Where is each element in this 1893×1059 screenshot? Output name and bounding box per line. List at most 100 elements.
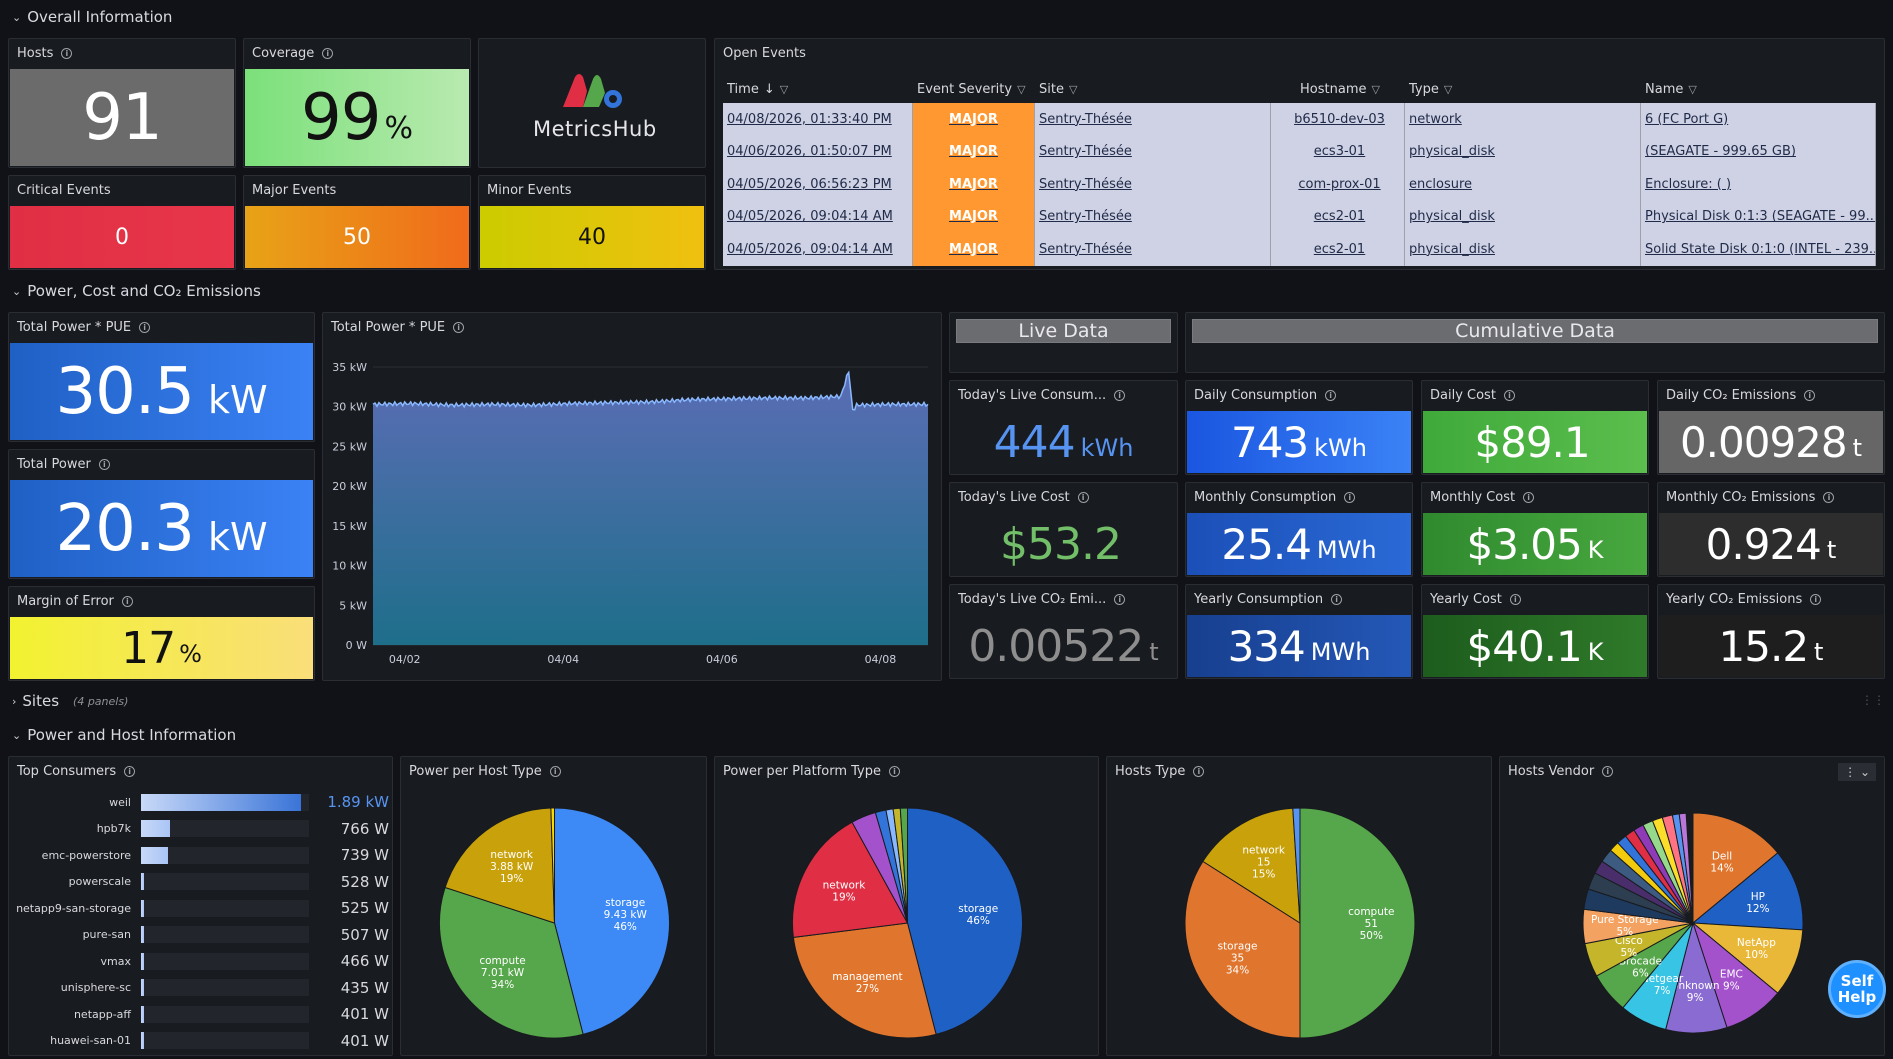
event-cell[interactable]: network: [1405, 103, 1641, 136]
consumer-row[interactable]: vmax 466 W: [9, 948, 389, 974]
row-overall-information[interactable]: ⌄ Overall Information: [12, 8, 173, 26]
event-cell[interactable]: Sentry-Thésée: [1035, 168, 1271, 201]
event-cell[interactable]: Enclosure: ( ): [1641, 168, 1876, 201]
col-site[interactable]: Site ▽: [1039, 81, 1078, 97]
event-row[interactable]: 04/06/2026, 01:50:07 PM MAJOR Sentry-Thésé…: [723, 135, 1876, 168]
major-events-value-link[interactable]: 50: [245, 206, 469, 268]
event-cell[interactable]: Solid State Disk 0:1:0 (INTEL - 239...: [1641, 233, 1876, 266]
row-power-host-information[interactable]: ⌄ Power and Host Information: [12, 726, 237, 744]
pie-slice[interactable]: [1202, 807, 1301, 924]
info-icon[interactable]: i: [1804, 390, 1816, 401]
event-cell[interactable]: com-prox-01: [1271, 168, 1405, 201]
pie-slice[interactable]: [1292, 807, 1301, 924]
info-icon[interactable]: i: [453, 322, 465, 333]
info-icon[interactable]: i: [549, 766, 561, 777]
self-help-button[interactable]: Self Help: [1828, 960, 1886, 1018]
event-cell[interactable]: physical_disk: [1405, 233, 1641, 266]
event-cell[interactable]: 04/06/2026, 01:50:07 PM: [723, 135, 913, 168]
consumer-row[interactable]: hpb7k 766 W: [9, 816, 389, 842]
filter-icon[interactable]: ▽: [1068, 82, 1078, 96]
pie-slice[interactable]: [444, 807, 556, 924]
event-cell[interactable]: ecs3-01: [1271, 135, 1405, 168]
filter-icon[interactable]: ▽: [1017, 82, 1026, 96]
event-cell[interactable]: b6510-dev-03: [1271, 103, 1405, 136]
event-cell[interactable]: physical_disk: [1405, 135, 1641, 168]
pie-slice[interactable]: [1678, 812, 1694, 924]
info-icon[interactable]: i: [139, 322, 151, 333]
consumer-row[interactable]: pure-san 507 W: [9, 922, 389, 948]
col-hostname[interactable]: Hostname ▽: [1300, 81, 1380, 97]
drag-handle-icon[interactable]: ⋮⋮: [1861, 693, 1885, 707]
event-row[interactable]: 04/08/2026, 01:33:40 PM MAJOR Sentry-Thésé…: [723, 103, 1876, 136]
event-cell[interactable]: 04/05/2026, 06:56:23 PM: [723, 168, 913, 201]
consumer-row[interactable]: powerscale 528 W: [9, 869, 389, 895]
critical-events-value-link[interactable]: 0: [10, 206, 234, 268]
info-icon[interactable]: i: [1193, 766, 1205, 777]
row-sites[interactable]: › Sites (4 panels): [12, 692, 129, 710]
info-icon[interactable]: i: [1823, 492, 1835, 503]
event-cell[interactable]: Sentry-Thésée: [1035, 233, 1271, 266]
pie-slice[interactable]: [1184, 860, 1301, 1039]
info-icon[interactable]: i: [1602, 766, 1614, 777]
col-name[interactable]: Name ▽: [1645, 81, 1697, 97]
info-icon[interactable]: i: [888, 766, 900, 777]
info-icon[interactable]: i: [1077, 492, 1089, 503]
filter-icon[interactable]: ▽: [1371, 82, 1380, 96]
pie-slice[interactable]: [907, 807, 1023, 1035]
filter-icon[interactable]: ▽: [1443, 82, 1453, 96]
pie-slice[interactable]: [792, 821, 909, 938]
pie-slice[interactable]: [792, 922, 937, 1039]
event-cell[interactable]: MAJOR: [913, 200, 1035, 233]
info-icon[interactable]: i: [124, 766, 136, 777]
info-icon[interactable]: i: [1331, 594, 1343, 605]
col-severity[interactable]: Event Severity ▽: [917, 81, 1026, 97]
consumer-row[interactable]: netapp9-san-storage 525 W: [9, 895, 389, 921]
event-cell[interactable]: 04/08/2026, 01:33:40 PM: [723, 103, 913, 136]
pie-slice[interactable]: [439, 886, 584, 1039]
event-cell[interactable]: Physical Disk 0:1:3 (SEAGATE - 99...: [1641, 200, 1876, 233]
info-icon[interactable]: i: [1523, 492, 1535, 503]
event-cell[interactable]: enclosure: [1405, 168, 1641, 201]
event-row[interactable]: 04/05/2026, 09:04:14 AM MAJOR Sentry-Thésé…: [723, 233, 1876, 266]
filter-icon[interactable]: ▽: [1688, 82, 1697, 96]
col-time[interactable]: Time ↓ ▽: [727, 81, 789, 97]
consumer-row[interactable]: unisphere-sc 435 W: [9, 975, 389, 1001]
row-power-cost-emissions[interactable]: ⌄ Power, Cost and CO₂ Emissions: [12, 282, 261, 300]
event-cell[interactable]: 04/05/2026, 09:04:14 AM: [723, 200, 913, 233]
event-row[interactable]: 04/05/2026, 09:04:14 AM MAJOR Sentry-Thésé…: [723, 200, 1876, 233]
filter-icon[interactable]: ▽: [779, 82, 789, 96]
info-icon[interactable]: i: [98, 459, 110, 470]
pie-slice[interactable]: [1299, 807, 1416, 1039]
col-type[interactable]: Type ▽: [1409, 81, 1453, 97]
info-icon[interactable]: i: [322, 48, 334, 59]
info-icon[interactable]: i: [1114, 390, 1126, 401]
info-icon[interactable]: i: [1503, 390, 1515, 401]
event-cell[interactable]: physical_disk: [1405, 200, 1641, 233]
event-cell[interactable]: Sentry-Thésée: [1035, 135, 1271, 168]
pie-slice[interactable]: [899, 807, 908, 924]
pie-slice[interactable]: [1692, 812, 1779, 925]
event-row[interactable]: 04/05/2026, 06:56:23 PM MAJOR Sentry-Thésé…: [723, 168, 1876, 201]
event-cell[interactable]: MAJOR: [913, 233, 1035, 266]
event-cell[interactable]: 6 (FC Port G): [1641, 103, 1876, 136]
info-icon[interactable]: i: [1509, 594, 1521, 605]
event-cell[interactable]: MAJOR: [913, 103, 1035, 136]
sort-desc-icon[interactable]: ↓: [763, 81, 775, 97]
info-icon[interactable]: i: [61, 48, 73, 59]
event-cell[interactable]: MAJOR: [913, 135, 1035, 168]
consumer-row[interactable]: netapp-aff 401 W: [9, 1001, 389, 1027]
info-icon[interactable]: i: [1325, 390, 1337, 401]
consumer-row[interactable]: weil 1.89 kW: [9, 789, 389, 815]
pie-slice[interactable]: [550, 807, 555, 924]
event-cell[interactable]: ecs2-01: [1271, 233, 1405, 266]
power-area-chart[interactable]: 35 kW 30 kW 25 kW 20 kW 15 kW 10 kW 5 kW 0 W 04/…: [323, 343, 941, 681]
event-cell[interactable]: (SEAGATE - 999.65 GB): [1641, 135, 1876, 168]
info-icon[interactable]: i: [1344, 492, 1356, 503]
info-icon[interactable]: i: [1114, 594, 1126, 605]
minor-events-value-link[interactable]: 40: [480, 206, 704, 268]
consumer-row[interactable]: huawei-san-01 401 W: [9, 1028, 389, 1054]
consumer-row[interactable]: emc-powerstore 739 W: [9, 842, 389, 868]
